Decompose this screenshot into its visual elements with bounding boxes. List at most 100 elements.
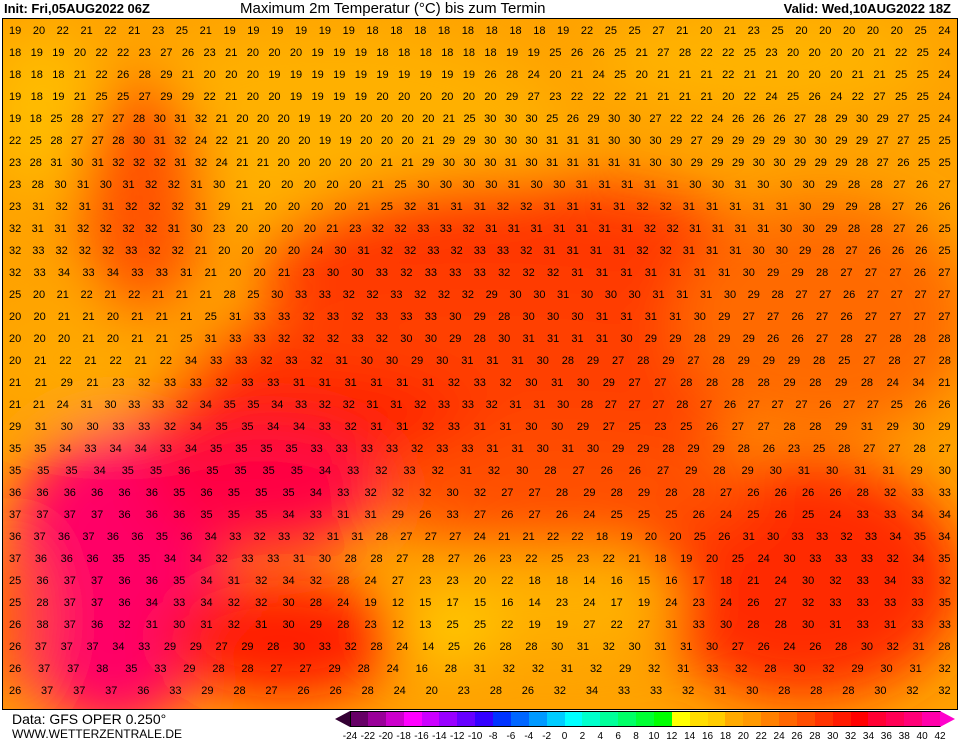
value-row: 37 36 36 36 35 35 34 34 32 33 33 31 30 28 28 27 28 27 26 23… <box>9 553 951 565</box>
temperature-value: 29 <box>855 135 869 147</box>
temperature-value: 31 <box>511 355 524 367</box>
temperature-value: 29 <box>602 377 615 389</box>
temperature-value: 19 <box>9 113 22 125</box>
temperature-value: 27 <box>91 113 104 125</box>
value-row: 19 18 25 28 27 27 28 30 31 32 21 20 20 20 19 19 20 20 20 20… <box>9 113 951 125</box>
temperature-value: 23 <box>549 91 562 103</box>
temperature-value: 26 <box>600 465 613 477</box>
temperature-value: 35 <box>173 487 186 499</box>
temperature-value: 25 <box>786 91 800 103</box>
temperature-value: 20 <box>376 91 389 103</box>
temperature-value: 30 <box>779 223 793 235</box>
temperature-value: 21 <box>851 69 865 81</box>
temperature-value: 19 <box>294 25 308 37</box>
temperature-value: 33 <box>360 443 373 455</box>
temperature-value: 28 <box>31 179 44 191</box>
temperature-value: 21 <box>723 25 737 37</box>
temperature-value: 29 <box>747 289 760 301</box>
temperature-value: 33 <box>154 663 167 675</box>
temperature-value: 22 <box>109 355 122 367</box>
legend-swatch <box>832 711 852 727</box>
temperature-value: 17 <box>692 575 705 587</box>
temperature-value: 34 <box>204 531 217 543</box>
temperature-value: 29 <box>731 157 745 169</box>
temperature-value: 19 <box>462 69 476 81</box>
temperature-value: 18 <box>9 47 22 59</box>
temperature-value: 25 <box>204 311 217 323</box>
temperature-value: 30 <box>449 311 462 323</box>
legend-swatch <box>367 711 387 727</box>
temperature-value: 25 <box>29 135 42 147</box>
temperature-value: 30 <box>484 113 497 125</box>
temperature-value: 28 <box>580 399 594 411</box>
temperature-value: 31 <box>797 465 811 477</box>
temperature-value: 27 <box>400 531 413 543</box>
temperature-value: 30 <box>571 311 584 323</box>
temperature-value: 32 <box>122 223 135 235</box>
temperature-value: 33 <box>277 311 291 323</box>
temperature-value: 20 <box>808 69 821 81</box>
temperature-value: 27 <box>842 399 856 411</box>
temperature-value: 35 <box>235 443 248 455</box>
temperature-value: 25 <box>9 575 22 587</box>
temperature-value: 13 <box>419 619 432 631</box>
temperature-value: 26 <box>762 443 775 455</box>
temperature-value: 21 <box>235 179 248 191</box>
temperature-value: 26 <box>9 641 22 653</box>
temperature-value: 30 <box>385 355 399 367</box>
temperature-value: 28 <box>676 399 689 411</box>
temperature-value: 17 <box>446 597 459 609</box>
temperature-value: 28 <box>847 179 861 191</box>
temperature-value: 27 <box>731 421 744 433</box>
temperature-value: 28 <box>747 619 760 631</box>
legend-label: 20 <box>737 731 749 742</box>
temperature-value: 27 <box>767 311 780 323</box>
temperature-value: 27 <box>637 619 651 631</box>
temperature-value: 27 <box>864 267 878 279</box>
temperature-value: 33 <box>649 685 663 697</box>
temperature-value: 28 <box>778 685 791 697</box>
temperature-value: 32 <box>171 245 184 257</box>
temperature-value: 27 <box>938 179 951 191</box>
temperature-value: 28 <box>814 113 827 125</box>
temperature-value: 31 <box>682 201 696 213</box>
temperature-value: 19 <box>52 47 65 59</box>
temperature-value: 31 <box>644 267 658 279</box>
temperature-value: 36 <box>200 487 213 499</box>
temperature-value: 32 <box>255 575 268 587</box>
temperature-value: 19 <box>419 69 432 81</box>
temperature-value: 26 <box>791 311 804 323</box>
temperature-value: 32 <box>400 267 413 279</box>
legend-label: 24 <box>773 731 785 742</box>
temperature-value: 22 <box>128 289 141 301</box>
temperature-value: 18 <box>719 575 733 587</box>
temperature-value: 23 <box>457 685 470 697</box>
temperature-value: 31 <box>427 201 440 213</box>
temperature-value: 28 <box>223 289 236 301</box>
temperature-value: 35 <box>227 487 240 499</box>
temperature-value: 36 <box>131 531 144 543</box>
temperature-value: 33 <box>169 685 182 697</box>
temperature-value: 20 <box>700 25 713 37</box>
temperature-value: 32 <box>461 289 474 301</box>
temperature-value: 31 <box>499 421 512 433</box>
temperature-value: 29 <box>612 443 625 455</box>
legend-swatch <box>385 711 405 727</box>
temperature-value: 27 <box>602 421 615 433</box>
temperature-value: 30 <box>628 113 641 125</box>
temperature-value: 31 <box>101 201 115 213</box>
temperature-value: 29 <box>449 333 462 345</box>
temperature-value: 25 <box>743 47 756 59</box>
legend-swatch <box>528 711 548 727</box>
temperature-value: 26 <box>723 399 737 411</box>
temperature-value: 23 <box>419 575 432 587</box>
temperature-value: 31 <box>757 223 770 235</box>
temperature-value: 27 <box>840 267 853 279</box>
temperature-value: 26 <box>521 685 534 697</box>
temperature-value: 27 <box>938 443 951 455</box>
temperature-value: 31 <box>566 135 579 147</box>
temperature-value: 22 <box>610 619 623 631</box>
temperature-value: 37 <box>91 575 104 587</box>
temperature-value: 24 <box>938 47 951 59</box>
temperature-value: 22 <box>722 47 735 59</box>
